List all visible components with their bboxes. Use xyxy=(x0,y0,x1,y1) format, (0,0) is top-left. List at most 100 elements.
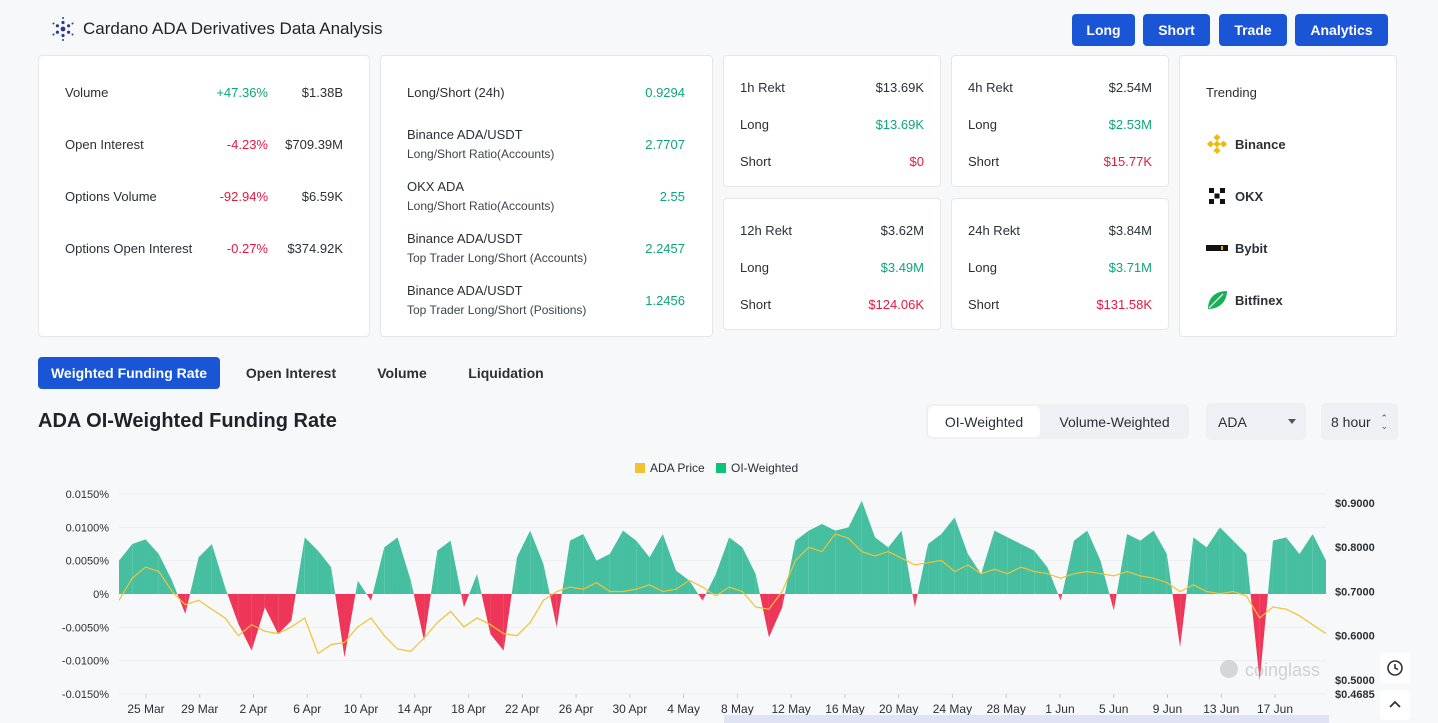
funding-rate-segment xyxy=(198,544,212,594)
rekt-long-label: Long xyxy=(968,260,997,275)
funding-rate-segment xyxy=(676,570,690,594)
x-tick-label: 9 Jun xyxy=(1153,702,1182,716)
tab-weighted-funding-rate[interactable]: Weighted Funding Rate xyxy=(38,357,220,389)
funding-rate-segment xyxy=(1116,534,1128,594)
funding-rate-segment xyxy=(702,594,706,601)
chart-section-title: ADA OI-Weighted Funding Rate xyxy=(38,410,337,432)
chevron-down-icon xyxy=(1288,419,1296,424)
trade-button[interactable]: Trade xyxy=(1219,14,1287,46)
rekt-long-label: Long xyxy=(740,117,769,132)
y-left-tick: -0.0050% xyxy=(62,622,109,634)
analytics-button[interactable]: Analytics xyxy=(1295,14,1388,46)
funding-rate-segment xyxy=(928,534,942,594)
tab-volume[interactable]: Volume xyxy=(377,365,427,381)
watermark-text: coinglass xyxy=(1245,660,1320,680)
funding-rate-segment xyxy=(397,537,411,594)
funding-rate-segment xyxy=(583,534,597,594)
funding-rate-segment xyxy=(516,530,531,594)
y-right-tick: $0.8000 xyxy=(1335,542,1375,554)
funding-rate-segment xyxy=(821,524,836,594)
cardano-logo-icon xyxy=(52,17,74,41)
stat-change: +47.36% xyxy=(216,85,268,100)
funding-rate-segment xyxy=(1193,537,1207,594)
ratio-label: OKX ADA xyxy=(407,179,465,194)
funding-rate-segment xyxy=(1127,534,1141,594)
trending-item-label: Bitfinex xyxy=(1235,292,1283,308)
x-tick-label: 16 May xyxy=(825,702,864,716)
chart-legend: ADA Price OI-Weighted xyxy=(635,461,798,475)
rekt-short-label: Short xyxy=(740,154,772,169)
chart-range-slider[interactable] xyxy=(724,715,1329,723)
x-tick-label: 22 Apr xyxy=(505,702,540,716)
funding-rate-segment xyxy=(994,530,1008,594)
funding-rate-segment xyxy=(705,574,716,594)
funding-rate-segment xyxy=(335,594,345,658)
funding-rate-segment xyxy=(795,530,809,594)
funding-rate-segment xyxy=(561,540,570,594)
y-left-tick: -0.0100% xyxy=(62,656,109,668)
ratio-value: 1.2456 xyxy=(645,293,685,308)
funding-rate-segment xyxy=(888,530,902,594)
funding-rate-segment xyxy=(1166,554,1173,594)
binance-icon xyxy=(1206,133,1228,155)
volume-weighted-option[interactable]: Volume-Weighted xyxy=(1059,413,1170,430)
x-tick-label: 6 Apr xyxy=(293,702,321,716)
scroll-top-icon[interactable] xyxy=(1380,690,1410,720)
funding-rate-segment xyxy=(331,567,336,594)
ratio-label: Binance ADA/USDT xyxy=(407,231,523,246)
rekt-title: 24h Rekt xyxy=(968,223,1021,238)
funding-rate-segment xyxy=(503,594,512,651)
long-button[interactable]: Long xyxy=(1072,14,1135,46)
funding-rate-segment xyxy=(490,594,504,651)
funding-rate-segment xyxy=(1058,594,1061,601)
funding-rate-segment xyxy=(304,537,318,594)
funding-rate-segment xyxy=(861,500,876,594)
funding-rate-segment xyxy=(1113,594,1117,611)
x-tick-label: 28 May xyxy=(987,702,1026,716)
funding-rate-segment xyxy=(784,540,796,594)
page-header: Cardano ADA Derivatives Data Analysis Lo… xyxy=(0,0,1438,56)
x-tick-label: 20 May xyxy=(879,702,918,716)
short-button[interactable]: Short xyxy=(1143,14,1210,46)
funding-rate-segment xyxy=(238,594,252,651)
okx-icon xyxy=(1206,185,1228,207)
funding-rate-segment xyxy=(437,540,451,594)
coin-select-value: ADA xyxy=(1218,413,1247,430)
funding-rate-segment xyxy=(172,580,178,594)
page-title: Cardano ADA Derivatives Data Analysis xyxy=(83,19,383,38)
trending-item-okx[interactable]: OKX xyxy=(1206,185,1263,207)
tab-liquidation[interactable]: Liquidation xyxy=(468,365,544,381)
funding-rate-segment xyxy=(1286,537,1300,594)
funding-rate-chart[interactable]: ADA Price OI-Weighted 0.0150% 0.0100% 0.00… xyxy=(0,450,1438,723)
interval-select[interactable]: 8 hour ⌃ ⌄ xyxy=(1321,403,1398,440)
stat-label: Options Volume xyxy=(65,189,157,204)
funding-rate-segment xyxy=(145,539,159,594)
funding-rate-segment xyxy=(1109,594,1114,611)
sort-arrows-icon: ⌃ ⌄ xyxy=(1380,413,1388,431)
y-left-tick: 0.0100% xyxy=(66,522,110,534)
rekt-short-value: $15.77K xyxy=(1103,154,1152,169)
funding-rate-segment xyxy=(1250,594,1260,681)
history-icon[interactable] xyxy=(1380,653,1410,683)
rekt-long-value: $3.71M xyxy=(1108,260,1152,275)
tab-open-interest[interactable]: Open Interest xyxy=(245,365,337,381)
ratio-sublabel: Top Trader Long/Short (Accounts) xyxy=(407,251,588,265)
bitfinex-icon xyxy=(1206,289,1228,311)
oi-weighted-option[interactable]: OI-Weighted xyxy=(928,406,1040,437)
funding-rate-segment xyxy=(782,594,785,608)
rekt-short-value: $124.06K xyxy=(868,297,924,312)
funding-rate-segment xyxy=(461,594,464,608)
trending-item-label: Binance xyxy=(1235,136,1286,152)
funding-rate-segment xyxy=(1047,567,1059,594)
funding-rate-segment xyxy=(430,550,438,594)
trending-item-binance[interactable]: Binance xyxy=(1206,133,1286,155)
coin-select[interactable]: ADA xyxy=(1206,403,1306,440)
trending-item-bybit[interactable]: Bybit xyxy=(1206,237,1268,259)
funding-rate-segment xyxy=(941,517,955,594)
trending-item-bitfinex[interactable]: Bitfinex xyxy=(1206,289,1283,311)
rekt-4h-card: 4h Rekt $2.54M Long $2.53M Short $15.77K xyxy=(951,55,1169,187)
funding-rate-segment xyxy=(264,594,279,634)
x-tick-label: 30 Apr xyxy=(613,702,648,716)
rekt-long-value: $2.53M xyxy=(1108,117,1152,132)
x-tick-label: 24 May xyxy=(933,702,972,716)
